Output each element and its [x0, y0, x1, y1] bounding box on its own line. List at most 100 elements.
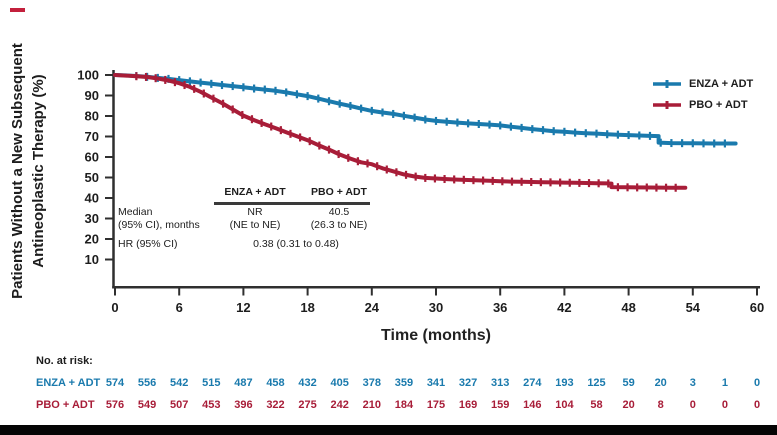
legend-label-pbo: PBO + ADT: [689, 99, 748, 111]
chart-svg: 10 20 30 40 50 60 70 80 90 100 0 6 12 18 24 30 36 42 48 54 6…: [77, 68, 764, 316]
risk-value: 556: [137, 377, 157, 389]
risk-value: 487: [234, 377, 253, 389]
stats-median-enza-2: (NE to NE): [229, 219, 281, 231]
x-tick-label: 54: [686, 300, 701, 315]
legend: ENZA + ADT PBO + ADT: [652, 77, 753, 119]
x-tick-label: 30: [429, 300, 443, 315]
risk-row-enza: ENZA + ADT 574 556 542 515 487 458 432 405 378 35…: [0, 377, 777, 391]
curve-pbo: [113, 73, 688, 190]
stats-median-label-2: (95% CI), months: [118, 219, 200, 231]
risk-value: 184: [394, 399, 414, 411]
y-tick-label: 40: [85, 191, 99, 206]
risk-value: 542: [170, 377, 189, 389]
red-dash-artifact: [10, 8, 25, 12]
risk-value: 125: [587, 377, 606, 389]
x-tick-label: 36: [493, 300, 507, 315]
stats-median-pbo-1: 40.5: [328, 206, 350, 218]
y-axis-label-line2: Antineoplastic Therapy (%): [30, 74, 47, 268]
curve-enza: [113, 73, 738, 146]
risk-value: 8: [657, 399, 664, 411]
stats-hr-value: 0.38 (0.31 to 0.48): [253, 238, 339, 250]
x-tick-label: 48: [621, 300, 635, 315]
stats-median-label-1: Median: [118, 206, 153, 218]
y-tick-label: 30: [85, 211, 99, 226]
y-tick-label: 20: [85, 232, 99, 247]
risk-value: 341: [426, 377, 446, 389]
y-tick-label: 10: [85, 252, 99, 267]
risk-value: 193: [555, 377, 574, 389]
risk-value: 20: [654, 377, 667, 389]
risk-value: 327: [458, 377, 478, 389]
risk-value: 0: [689, 399, 696, 411]
legend-item-enza: ENZA + ADT: [652, 77, 753, 91]
risk-value: 576: [105, 399, 125, 411]
stats-median-pbo-2: (26.3 to NE): [310, 219, 368, 231]
risk-value: 396: [234, 399, 253, 411]
x-tick-label: 42: [557, 300, 571, 315]
legend-item-pbo: PBO + ADT: [652, 98, 753, 112]
y-axis-label: Patients Without a New Subsequent Antine…: [7, 1, 53, 341]
x-axis-label: Time (months): [381, 327, 491, 344]
risk-value: 242: [330, 399, 349, 411]
stats-header-enza: ENZA + ADT: [224, 186, 286, 198]
risk-value: 549: [137, 399, 157, 411]
x-tick-label: 0: [111, 300, 118, 315]
y-axis-label-line1: Patients Without a New Subsequent: [9, 43, 26, 299]
risk-table-title: No. at risk:: [36, 355, 93, 367]
risk-value: 59: [622, 377, 635, 389]
x-tick-label: 18: [300, 300, 314, 315]
stats-median-enza-1: NR: [247, 206, 263, 218]
stats-hr-label: HR (95% CI): [118, 238, 178, 250]
y-tick-label: 90: [85, 88, 99, 103]
risk-value: 453: [202, 399, 221, 411]
risk-row-pbo: PBO + ADT 576 549 507 453 396 322 275 242 210 184…: [0, 399, 777, 413]
risk-value: 274: [523, 377, 542, 389]
risk-value: 313: [491, 377, 510, 389]
risk-value: 159: [491, 399, 510, 411]
risk-value: 432: [298, 377, 317, 389]
stats-hr-row: HR (95% CI) 0.38 (0.31 to 0.48): [118, 238, 380, 251]
x-tick-label: 60: [750, 300, 764, 315]
legend-line-enza-icon: [653, 80, 681, 88]
stats-header-rule: [214, 202, 370, 205]
y-tick-label: 100: [77, 68, 99, 83]
y-tick-label: 80: [85, 109, 99, 124]
risk-value: 378: [362, 377, 381, 389]
risk-value: 574: [105, 377, 125, 389]
stats-median-row: Median NR 40.5 (95% CI), months (NE to N…: [118, 202, 380, 232]
risk-row-label-enza: ENZA + ADT: [36, 377, 101, 389]
risk-value: 104: [555, 399, 574, 411]
risk-value: 20: [622, 399, 635, 411]
risk-row-label-pbo: PBO + ADT: [36, 399, 95, 411]
risk-value: 458: [266, 377, 285, 389]
risk-value: 0: [721, 399, 728, 411]
risk-value: 175: [426, 399, 446, 411]
risk-value: 0: [753, 399, 761, 411]
risk-value: 405: [330, 377, 349, 389]
stats-header-pbo: PBO + ADT: [311, 186, 367, 198]
stats-header-row: ENZA + ADT PBO + ADT: [118, 186, 380, 202]
x-tick-label: 24: [365, 300, 380, 315]
risk-value: 0: [753, 377, 761, 389]
risk-value: 322: [266, 399, 285, 411]
y-tick-label: 50: [85, 170, 99, 185]
risk-value: 3: [689, 377, 696, 389]
risk-value: 146: [523, 399, 542, 411]
risk-value: 210: [362, 399, 381, 411]
bottom-divider-bar: [0, 425, 777, 435]
risk-value: 507: [170, 399, 189, 411]
legend-line-pbo-icon: [653, 101, 681, 109]
risk-value: 515: [202, 377, 221, 389]
risk-value: 359: [394, 377, 414, 389]
risk-value: 58: [590, 399, 603, 411]
risk-value: 275: [298, 399, 317, 411]
risk-value: 169: [458, 399, 478, 411]
legend-label-enza: ENZA + ADT: [689, 78, 754, 90]
y-tick-label: 60: [85, 150, 99, 165]
risk-value: 1: [721, 377, 728, 389]
y-tick-label: 70: [85, 129, 99, 144]
stats-inset-table: ENZA + ADT PBO + ADT Median NR 40.5 (95%…: [118, 186, 380, 251]
x-tick-label: 6: [176, 300, 183, 315]
x-tick-label: 12: [236, 300, 250, 315]
